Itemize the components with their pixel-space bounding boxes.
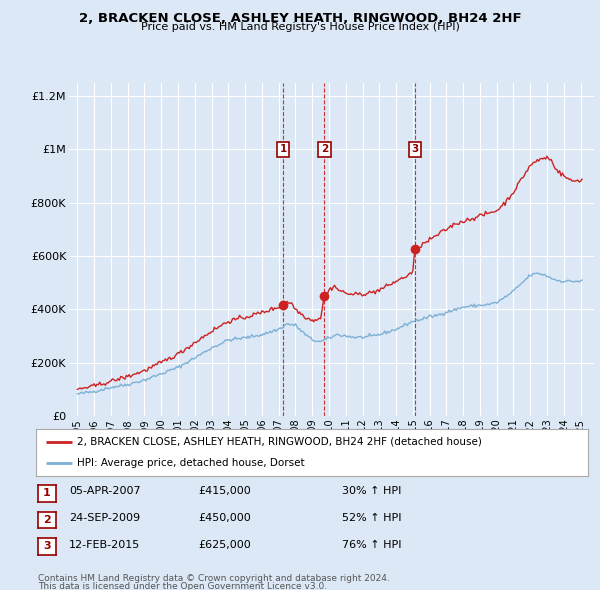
Text: 3: 3 bbox=[43, 542, 50, 551]
Text: 52% ↑ HPI: 52% ↑ HPI bbox=[342, 513, 401, 523]
Text: 2: 2 bbox=[321, 145, 328, 154]
Text: 1: 1 bbox=[43, 489, 50, 498]
Text: 2: 2 bbox=[43, 515, 50, 525]
Text: 30% ↑ HPI: 30% ↑ HPI bbox=[342, 487, 401, 496]
Text: 3: 3 bbox=[411, 145, 418, 154]
Text: Price paid vs. HM Land Registry's House Price Index (HPI): Price paid vs. HM Land Registry's House … bbox=[140, 22, 460, 32]
Text: 1: 1 bbox=[280, 145, 287, 154]
Text: 2, BRACKEN CLOSE, ASHLEY HEATH, RINGWOOD, BH24 2HF (detached house): 2, BRACKEN CLOSE, ASHLEY HEATH, RINGWOOD… bbox=[77, 437, 482, 447]
Text: This data is licensed under the Open Government Licence v3.0.: This data is licensed under the Open Gov… bbox=[38, 582, 327, 590]
Text: 12-FEB-2015: 12-FEB-2015 bbox=[69, 540, 140, 549]
Text: 2, BRACKEN CLOSE, ASHLEY HEATH, RINGWOOD, BH24 2HF: 2, BRACKEN CLOSE, ASHLEY HEATH, RINGWOOD… bbox=[79, 12, 521, 25]
Text: 05-APR-2007: 05-APR-2007 bbox=[69, 487, 140, 496]
Text: £450,000: £450,000 bbox=[198, 513, 251, 523]
Text: Contains HM Land Registry data © Crown copyright and database right 2024.: Contains HM Land Registry data © Crown c… bbox=[38, 574, 389, 583]
Text: HPI: Average price, detached house, Dorset: HPI: Average price, detached house, Dors… bbox=[77, 458, 305, 468]
Text: 76% ↑ HPI: 76% ↑ HPI bbox=[342, 540, 401, 549]
Text: 24-SEP-2009: 24-SEP-2009 bbox=[69, 513, 140, 523]
Text: £625,000: £625,000 bbox=[198, 540, 251, 549]
Text: £415,000: £415,000 bbox=[198, 487, 251, 496]
